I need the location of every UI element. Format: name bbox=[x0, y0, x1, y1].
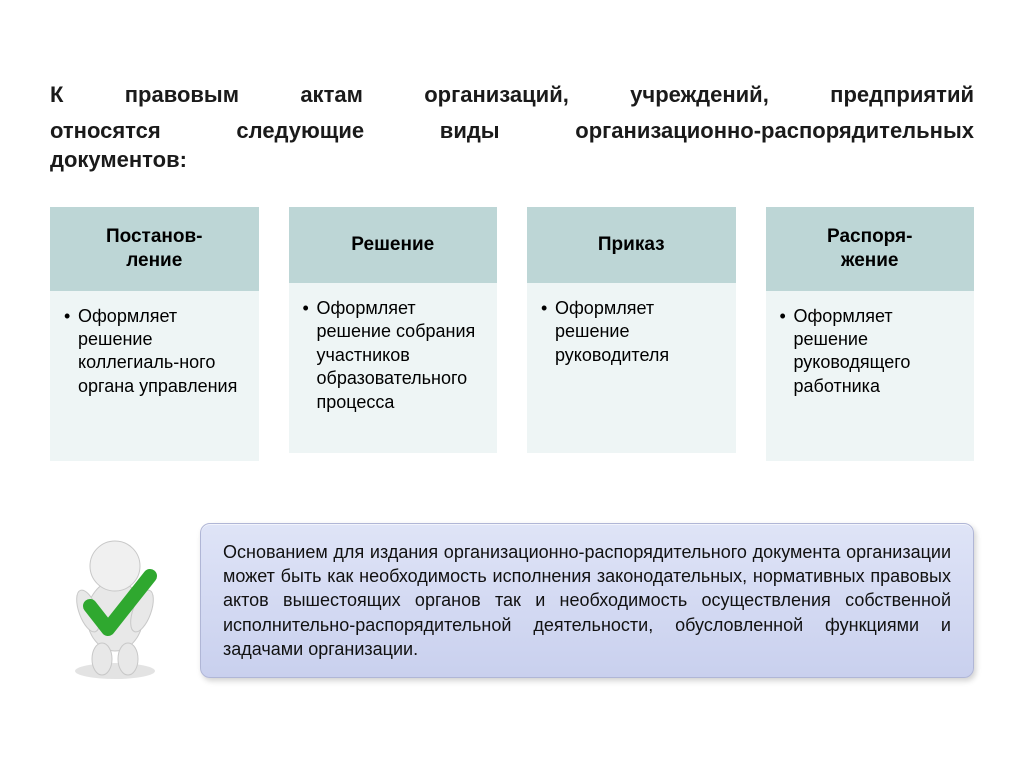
mascot-checkmark-icon bbox=[50, 521, 180, 681]
card-body-text: Оформляет решение руководящего работника bbox=[794, 305, 963, 399]
card-header: Постанов-ление bbox=[50, 207, 259, 291]
card-body: Оформляет решение коллегиаль-ного органа… bbox=[50, 291, 259, 461]
card-body-text: Оформляет решение руководителя bbox=[555, 297, 724, 367]
card-rasporyazhenie: Распоря-жение Оформляет решение руководя… bbox=[766, 207, 975, 461]
footer-row: Основанием для издания организационно-ра… bbox=[50, 521, 974, 681]
card-header: Приказ bbox=[527, 207, 736, 283]
card-body: Оформляет решение руководителя bbox=[527, 283, 736, 453]
page-title-line2: относятся следующие виды организационно-… bbox=[50, 116, 974, 146]
card-header: Распоря-жение bbox=[766, 207, 975, 291]
card-body-text: Оформляет решение коллегиаль-ного органа… bbox=[78, 305, 247, 399]
note-box: Основанием для издания организационно-ра… bbox=[200, 523, 974, 678]
card-body: Оформляет решение руководящего работника bbox=[766, 291, 975, 461]
card-body: Оформляет решение собрания участников об… bbox=[289, 283, 498, 453]
card-reshenie: Решение Оформляет решение собрания участ… bbox=[289, 207, 498, 461]
card-postanovlenie: Постанов-ление Оформляет решение коллеги… bbox=[50, 207, 259, 461]
page-title-line1: К правовым актам организаций, учреждений… bbox=[50, 80, 974, 110]
cards-row: Постанов-ление Оформляет решение коллеги… bbox=[50, 207, 974, 461]
card-prikaz: Приказ Оформляет решение руководителя bbox=[527, 207, 736, 461]
page-title-line3: документов: bbox=[50, 145, 974, 175]
card-header: Решение bbox=[289, 207, 498, 283]
card-body-text: Оформляет решение собрания участников об… bbox=[317, 297, 486, 414]
